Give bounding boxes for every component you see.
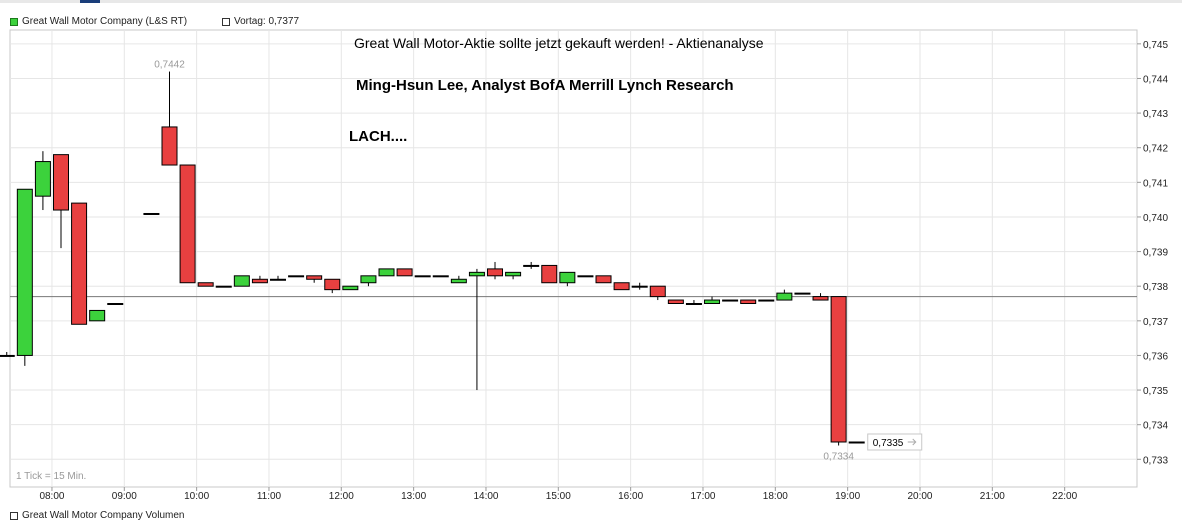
candle-body-15 [288, 275, 305, 278]
candle-body-34 [631, 285, 648, 288]
candle-body-23 [432, 275, 449, 278]
candle-body-46 [848, 441, 865, 444]
candle-body-4 [71, 202, 88, 325]
candle-body-14 [270, 278, 287, 281]
x-tick-label-5: 13:00 [401, 491, 426, 502]
candle-body-3 [52, 154, 69, 211]
candle-body-2 [34, 161, 51, 197]
y-tick-label-4: 0,741 [1143, 178, 1168, 189]
y-tick-label-2: 0,743 [1143, 109, 1168, 120]
candle-body-22 [414, 275, 431, 278]
candle-body-32 [595, 275, 612, 284]
y-tick-label-11: 0,734 [1143, 421, 1168, 432]
x-tick-label-13: 21:00 [980, 491, 1005, 502]
y-tick-label-5: 0,740 [1143, 213, 1168, 224]
x-tick-label-10: 18:00 [763, 491, 788, 502]
candle-body-36 [667, 299, 684, 305]
x-tick-label-8: 16:00 [618, 491, 643, 502]
legend-prev-close-label: Vortag: 0,7377 [234, 16, 300, 27]
y-tick-label-7: 0,738 [1143, 282, 1168, 293]
tick-interval-note: 1 Tick = 15 Min. [16, 471, 87, 482]
x-tick-label-0: 08:00 [39, 491, 64, 502]
legend-series-label: Great Wall Motor Company (L&S RT) [22, 16, 188, 27]
x-tick-label-6: 14:00 [473, 491, 498, 502]
y-tick-label-1: 0,744 [1143, 74, 1168, 85]
candle-body-30 [559, 271, 576, 284]
last-price-arrow-icon [907, 438, 917, 446]
y-tick-label-8: 0,737 [1143, 317, 1168, 328]
candle-body-42 [776, 292, 793, 301]
candle-body-8 [161, 126, 178, 166]
x-tick-label-3: 11:00 [257, 491, 282, 502]
candle-body-38 [704, 299, 721, 305]
x-tick-label-11: 19:00 [835, 491, 860, 502]
y-tick-label-6: 0,739 [1143, 248, 1168, 259]
y-tick-label-3: 0,742 [1143, 144, 1168, 155]
candle-body-44 [812, 296, 829, 301]
candle-body-37 [685, 303, 702, 306]
candle-body-11 [215, 285, 232, 288]
active-tab-indicator [80, 0, 100, 3]
candle-body-40 [740, 299, 757, 305]
annotation-comment: LACH.... [349, 128, 408, 145]
plot-area [9, 29, 1138, 488]
candle-body-43 [794, 292, 811, 295]
candle-body-33 [613, 282, 630, 291]
candle-body-10 [197, 282, 214, 287]
annotation-headline: Great Wall Motor-Aktie sollte jetzt geka… [354, 35, 764, 51]
last-price-box [867, 433, 923, 451]
candle-body-24 [450, 278, 467, 284]
candle-body-9 [179, 164, 196, 284]
x-tick-label-12: 20:00 [907, 491, 932, 502]
candle-body-21 [396, 268, 413, 277]
high-value-label: 0,7442 [154, 60, 185, 71]
candle-body-18 [342, 285, 359, 291]
candle-body-39 [722, 299, 739, 302]
x-tick-label-1: 09:00 [112, 491, 137, 502]
candle-body-6 [107, 303, 124, 306]
candle-body-35 [649, 285, 666, 298]
candle-body-5 [89, 309, 106, 322]
low-value-label: 0,7334 [823, 451, 854, 462]
candle-body-19 [360, 275, 377, 284]
volume-swatch [10, 511, 18, 520]
prev-close-swatch [222, 17, 230, 26]
top-border [0, 0, 1182, 3]
candle-body-45 [830, 296, 847, 443]
candle-body-41 [758, 299, 775, 302]
candle-body-31 [577, 275, 594, 278]
legend-series: Great Wall Motor Company (L&S RT) [10, 16, 187, 27]
candle-body-0 [0, 354, 15, 357]
candle-body-28 [523, 264, 540, 267]
candle-body-13 [251, 278, 268, 284]
y-tick-label-10: 0,735 [1143, 386, 1168, 397]
x-tick-label-4: 12:00 [329, 491, 354, 502]
candle-body-27 [505, 271, 522, 277]
candle-body-1 [16, 188, 33, 356]
x-tick-label-2: 10:00 [184, 491, 209, 502]
x-tick-label-7: 15:00 [546, 491, 571, 502]
candle-body-20 [378, 268, 395, 277]
y-tick-label-12: 0,733 [1143, 455, 1168, 466]
candle-body-12 [233, 275, 250, 287]
candle-body-16 [306, 275, 323, 280]
annotation-author: Ming-Hsun Lee, Analyst BofA Merrill Lync… [356, 77, 734, 94]
x-tick-label-14: 22:00 [1052, 491, 1077, 502]
legend-prev-close: Vortag: 0,7377 [222, 16, 299, 27]
candle-body-25 [468, 271, 485, 277]
candle-body-26 [487, 268, 504, 277]
y-tick-label-9: 0,736 [1143, 351, 1168, 362]
x-tick-label-9: 17:00 [690, 491, 715, 502]
candle-body-29 [541, 264, 558, 284]
y-tick-label-0: 0,745 [1143, 40, 1168, 51]
candle-body-17 [324, 278, 341, 291]
volume-legend-label: Great Wall Motor Company Volumen [22, 510, 185, 521]
last-price-label: 0,7335 [873, 438, 904, 449]
volume-legend: Great Wall Motor Company Volumen [10, 510, 184, 521]
series-swatch [10, 17, 18, 26]
candle-body-7 [143, 212, 160, 215]
